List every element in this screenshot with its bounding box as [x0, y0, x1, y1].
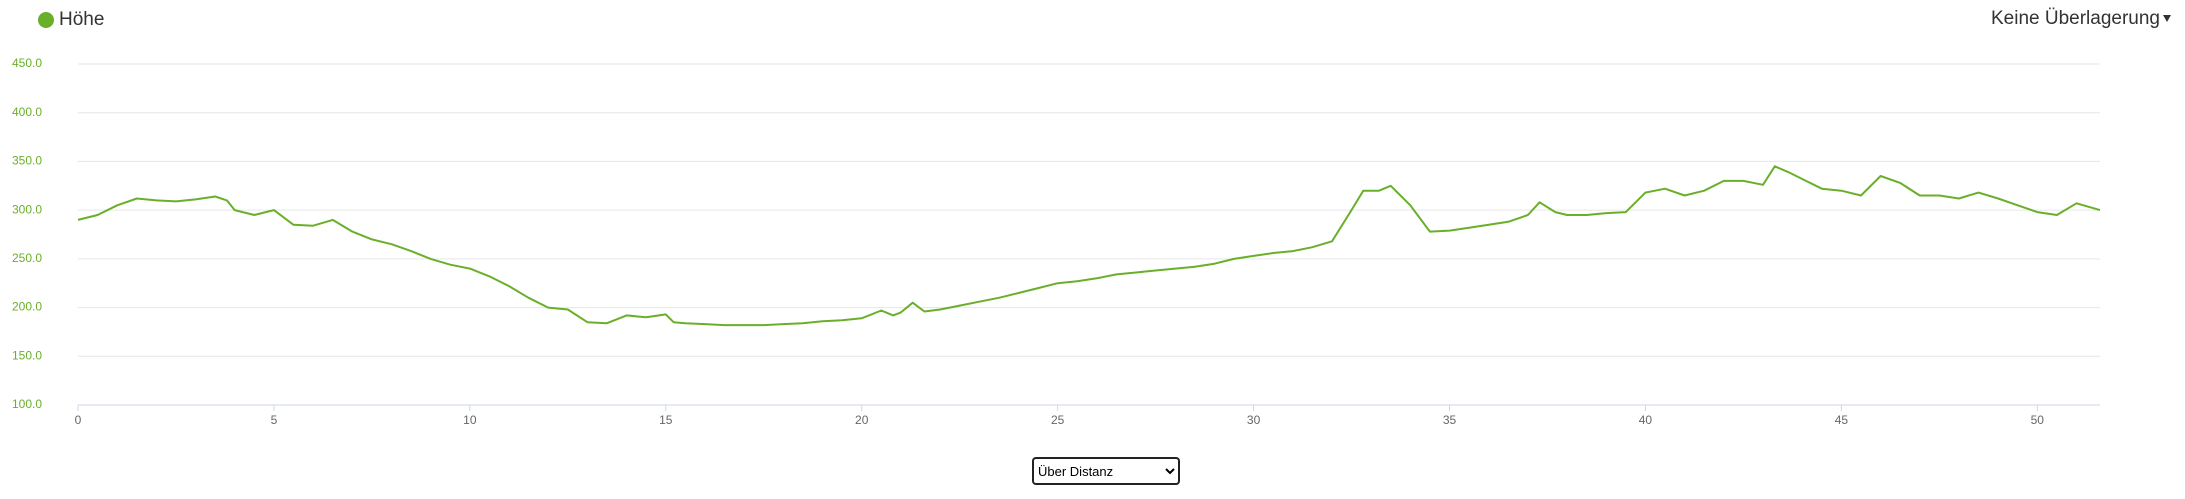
x-tick-label: 35 — [1443, 413, 1457, 427]
legend-label[interactable]: Höhe — [59, 9, 104, 30]
x-tick-label: 0 — [75, 413, 82, 427]
x-tick-label: 45 — [1835, 413, 1849, 427]
y-tick-label: 450.0 — [12, 56, 42, 70]
x-tick-label: 15 — [659, 413, 673, 427]
y-tick-label: 200.0 — [12, 300, 42, 314]
dropdown-arrow — [2163, 15, 2171, 22]
x-tick-label: 10 — [463, 413, 477, 427]
x-tick-label: 50 — [2031, 413, 2045, 427]
y-tick-label: 350.0 — [12, 154, 42, 168]
y-tick-label: 250.0 — [12, 251, 42, 265]
overlay-menu[interactable]: Keine Überlagerung — [1991, 8, 2160, 29]
x-tick-label: 25 — [1051, 413, 1065, 427]
elevation-line — [77, 165, 2101, 327]
legend-swatch — [38, 12, 54, 28]
x-axis-select[interactable]: Über Distanz — [1032, 457, 1180, 485]
y-tick-label: 300.0 — [12, 202, 42, 216]
x-tick-label: 20 — [855, 413, 869, 427]
y-tick-label: 400.0 — [12, 105, 42, 119]
x-tick-label: 40 — [1639, 413, 1653, 427]
x-tick-label: 5 — [271, 413, 278, 427]
y-tick-label: 100.0 — [12, 397, 42, 411]
x-tick-label: 30 — [1247, 413, 1261, 427]
y-tick-label: 150.0 — [12, 348, 42, 362]
